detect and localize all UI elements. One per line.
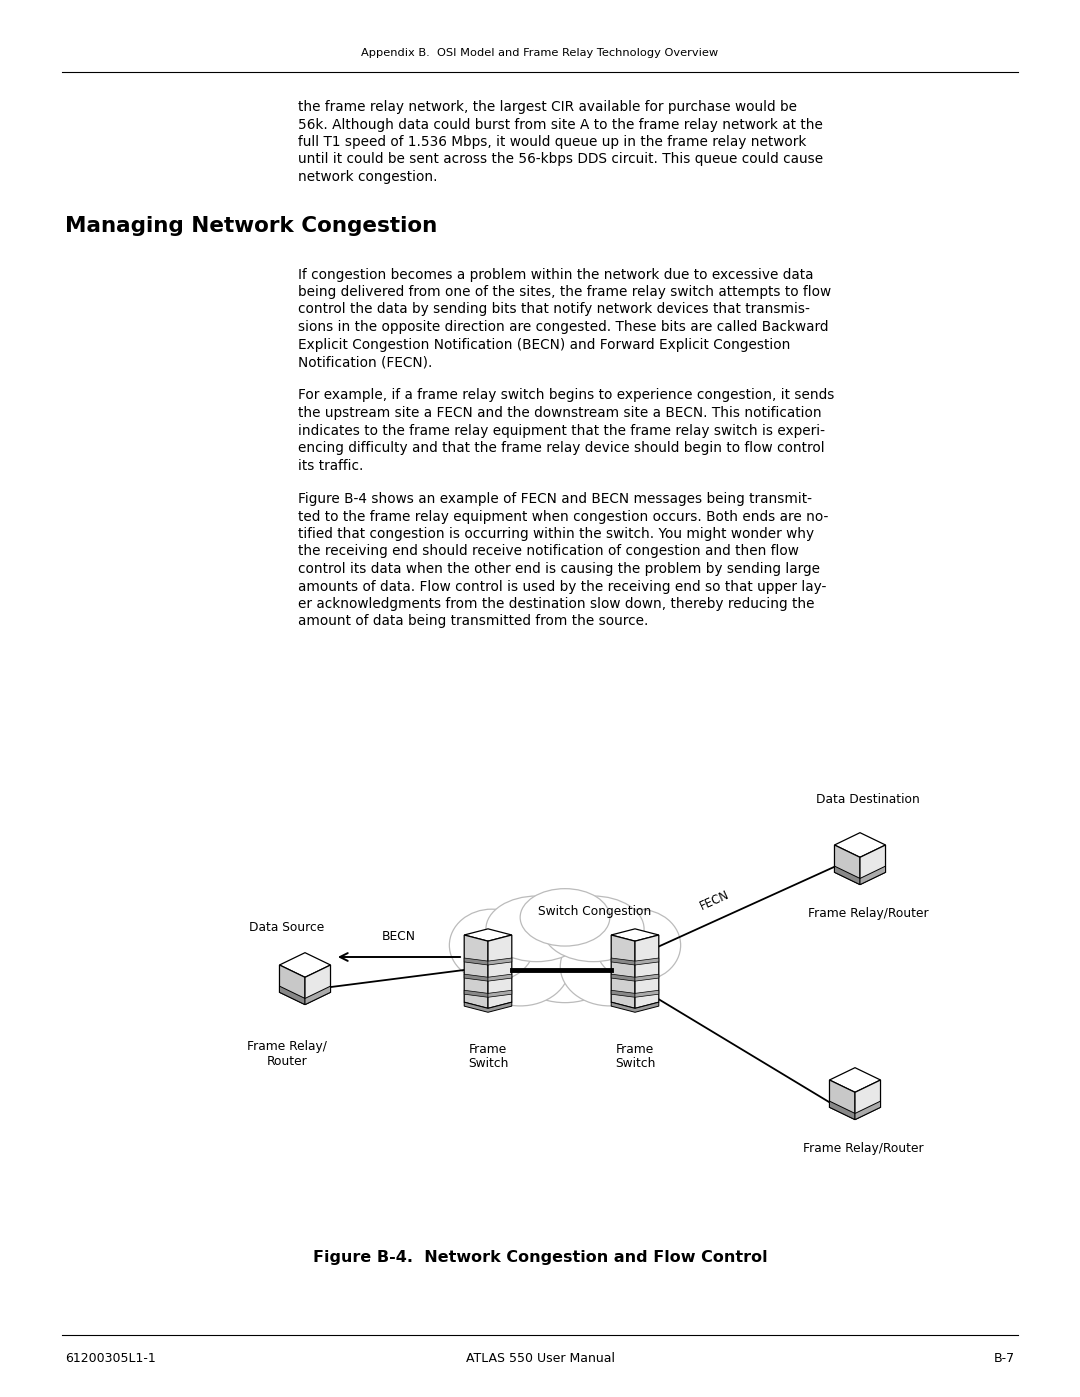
Text: control the data by sending bits that notify network devices that transmis-: control the data by sending bits that no… [298,303,810,317]
Polygon shape [835,866,860,884]
Text: er acknowledgments from the destination slow down, thereby reducing the: er acknowledgments from the destination … [298,597,814,610]
Ellipse shape [561,928,660,1006]
Polygon shape [611,935,635,1009]
Text: indicates to the frame relay equipment that the frame relay switch is experi-: indicates to the frame relay equipment t… [298,423,825,437]
Text: the upstream site a FECN and the downstream site a BECN. This notification: the upstream site a FECN and the downstr… [298,407,822,420]
Polygon shape [488,958,512,965]
Text: amounts of data. Flow control is used by the receiving end so that upper lay-: amounts of data. Flow control is used by… [298,580,826,594]
Text: sions in the opposite direction are congested. These bits are called Backward: sions in the opposite direction are cong… [298,320,828,334]
Text: the frame relay network, the largest CIR available for purchase would be: the frame relay network, the largest CIR… [298,101,797,115]
Polygon shape [611,958,635,965]
Text: If congestion becomes a problem within the network due to excessive data: If congestion becomes a problem within t… [298,267,813,282]
Text: its traffic.: its traffic. [298,458,363,472]
Polygon shape [635,974,659,981]
Polygon shape [280,953,330,978]
Polygon shape [635,990,659,997]
Text: network congestion.: network congestion. [298,170,437,184]
Text: Frame Relay/Router: Frame Relay/Router [802,1141,923,1155]
Text: Frame: Frame [469,1044,508,1056]
Text: until it could be sent across the 56-kbps DDS circuit. This queue could cause: until it could be sent across the 56-kbp… [298,152,823,166]
Text: tified that congestion is occurring within the switch. You might wonder why: tified that congestion is occurring with… [298,527,814,541]
Text: amount of data being transmitted from the source.: amount of data being transmitted from th… [298,615,648,629]
Polygon shape [855,1080,880,1119]
Polygon shape [829,1080,855,1119]
Text: FECN: FECN [698,888,731,912]
Text: 61200305L1-1: 61200305L1-1 [65,1351,156,1365]
Ellipse shape [521,888,610,946]
Text: Managing Network Congestion: Managing Network Congestion [65,215,437,236]
Polygon shape [829,1101,855,1119]
Ellipse shape [596,909,680,981]
Polygon shape [464,1002,512,1013]
Polygon shape [488,935,512,1009]
Text: Figure B-4 shows an example of FECN and BECN messages being transmit-: Figure B-4 shows an example of FECN and … [298,492,812,506]
Polygon shape [464,929,512,942]
Text: control its data when the other end is causing the problem by sending large: control its data when the other end is c… [298,562,820,576]
Text: the receiving end should receive notification of congestion and then flow: the receiving end should receive notific… [298,545,799,559]
Polygon shape [280,965,305,1004]
Polygon shape [611,990,635,997]
Polygon shape [305,986,330,1004]
Text: B-7: B-7 [994,1351,1015,1365]
Text: Figure B-4.  Network Congestion and Flow Control: Figure B-4. Network Congestion and Flow … [313,1250,767,1266]
Polygon shape [611,974,635,981]
Text: Frame: Frame [616,1044,654,1056]
Ellipse shape [542,895,644,961]
Ellipse shape [486,895,588,961]
Polygon shape [488,990,512,997]
Text: Frame Relay/Router: Frame Relay/Router [808,907,929,921]
Text: Switch: Switch [468,1058,509,1070]
Polygon shape [835,833,886,858]
Polygon shape [835,845,860,884]
Text: Switch Congestion: Switch Congestion [538,905,651,918]
Polygon shape [611,929,659,942]
Ellipse shape [471,928,570,1006]
Polygon shape [829,1067,880,1092]
Text: encing difficulty and that the frame relay device should begin to flow control: encing difficulty and that the frame rel… [298,441,825,455]
Text: BECN: BECN [382,930,416,943]
Text: Router: Router [267,1055,308,1067]
Ellipse shape [509,918,622,1003]
Text: full T1 speed of 1.536 Mbps, it would queue up in the frame relay network: full T1 speed of 1.536 Mbps, it would qu… [298,136,807,149]
Polygon shape [280,986,305,1004]
Ellipse shape [449,909,535,981]
Text: Notification (FECN).: Notification (FECN). [298,355,432,369]
Text: Frame Relay/: Frame Relay/ [247,1039,327,1053]
Polygon shape [635,935,659,1009]
Polygon shape [464,974,488,981]
Text: Data Source: Data Source [249,921,325,935]
Text: For example, if a frame relay switch begins to experience congestion, it sends: For example, if a frame relay switch beg… [298,388,835,402]
Text: ATLAS 550 User Manual: ATLAS 550 User Manual [465,1351,615,1365]
Polygon shape [860,866,886,884]
Polygon shape [611,1002,659,1013]
Text: Data Destination: Data Destination [816,793,920,806]
Text: Explicit Congestion Notification (BECN) and Forward Explicit Congestion: Explicit Congestion Notification (BECN) … [298,338,791,352]
Text: Switch: Switch [615,1058,656,1070]
Polygon shape [464,935,488,1009]
Polygon shape [860,845,886,884]
Polygon shape [488,974,512,981]
Text: Appendix B.  OSI Model and Frame Relay Technology Overview: Appendix B. OSI Model and Frame Relay Te… [362,47,718,59]
Polygon shape [464,990,488,997]
Polygon shape [635,958,659,965]
Polygon shape [305,965,330,1004]
Text: ted to the frame relay equipment when congestion occurs. Both ends are no-: ted to the frame relay equipment when co… [298,510,828,524]
Polygon shape [855,1101,880,1119]
Text: being delivered from one of the sites, the frame relay switch attempts to flow: being delivered from one of the sites, t… [298,285,832,299]
Text: 56k. Although data could burst from site A to the frame relay network at the: 56k. Although data could burst from site… [298,117,823,131]
Polygon shape [464,958,488,965]
